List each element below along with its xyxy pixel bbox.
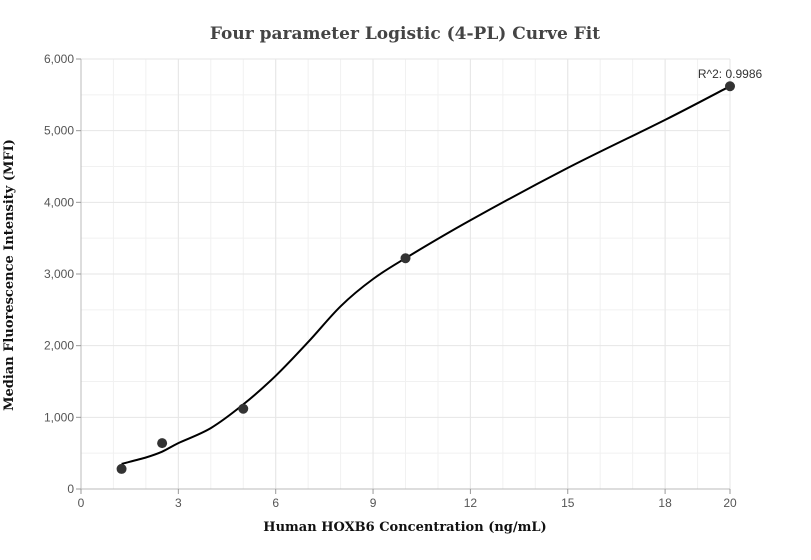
data-points [116,81,735,474]
grid [81,58,731,489]
y-tick-label: 3,000 [44,267,74,281]
x-tick-label: 18 [658,496,672,510]
y-tick-label: 6,000 [44,52,74,66]
y-tick-label: 0 [67,482,74,496]
x-tick-label: 0 [78,496,85,510]
fit-curve [121,85,731,465]
y-tick-label: 1,000 [44,410,74,424]
x-tick-label: 3 [175,496,182,510]
y-tick-label: 5,000 [44,124,74,138]
chart-title: Four parameter Logistic (4-PL) Curve Fit [210,24,600,44]
y-axis-label: Median Fluorescence Intensity (MFI) [2,139,17,411]
data-point [400,253,411,264]
r-squared-annotation: R^2: 0.9986 [698,67,763,81]
x-tick-label: 12 [464,496,478,510]
data-point [157,438,168,449]
x-tick-label: 9 [370,496,377,510]
x-tick-label: 20 [723,496,737,510]
data-point [116,463,127,474]
data-point [725,81,735,92]
x-axis-label: Human HOXB6 Concentration (ng/mL) [263,520,546,535]
y-tick-label: 4,000 [44,195,74,209]
x-tick-label: 15 [561,496,575,510]
y-tick-label: 2,000 [44,339,74,353]
x-tick-label: 6 [272,496,279,510]
x-axis-ticks: 0 3 6 9 12 15 18 20 [78,489,737,510]
data-point [238,403,249,414]
y-axis-ticks: 0 1,000 2,000 3,000 4,000 5,000 6,000 [44,52,81,496]
